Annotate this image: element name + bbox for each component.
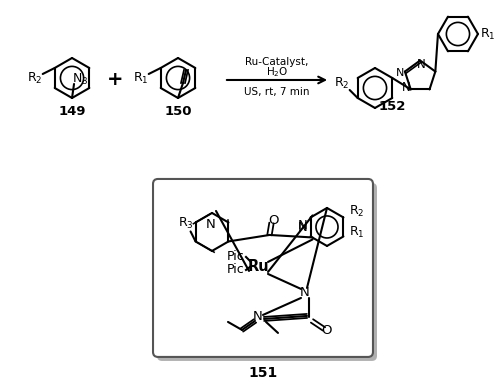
Text: N$_3$: N$_3$ [72, 71, 88, 87]
Text: 151: 151 [248, 366, 278, 380]
Text: R$_2$: R$_2$ [334, 75, 349, 91]
Text: US, rt, 7 min: US, rt, 7 min [244, 87, 310, 97]
Text: Ru-Catalyst,: Ru-Catalyst, [246, 57, 308, 67]
Text: Ru: Ru [247, 259, 269, 274]
Text: O: O [322, 324, 332, 337]
Text: N: N [300, 286, 310, 299]
Text: R$_3$: R$_3$ [178, 216, 194, 231]
Text: R$_1$: R$_1$ [480, 26, 496, 42]
FancyBboxPatch shape [153, 179, 373, 357]
Text: 152: 152 [378, 100, 406, 113]
Text: 149: 149 [58, 105, 86, 118]
Text: O: O [268, 214, 278, 227]
Text: N: N [298, 222, 308, 235]
Text: N: N [396, 68, 404, 78]
Text: N: N [417, 58, 426, 71]
Text: N: N [402, 81, 411, 94]
Text: R$_2$: R$_2$ [27, 70, 42, 86]
Text: Pic: Pic [226, 264, 244, 277]
Text: H$_2$O: H$_2$O [266, 65, 288, 79]
Text: +: + [107, 71, 124, 89]
Text: R$_1$: R$_1$ [133, 70, 148, 86]
Text: Pic: Pic [226, 251, 244, 264]
Text: R$_2$: R$_2$ [349, 203, 364, 219]
Text: R$_1$: R$_1$ [349, 224, 364, 240]
Text: 150: 150 [164, 105, 192, 118]
Text: N: N [206, 218, 216, 231]
FancyBboxPatch shape [157, 183, 377, 361]
Text: N: N [253, 311, 263, 324]
Text: N: N [298, 220, 308, 233]
